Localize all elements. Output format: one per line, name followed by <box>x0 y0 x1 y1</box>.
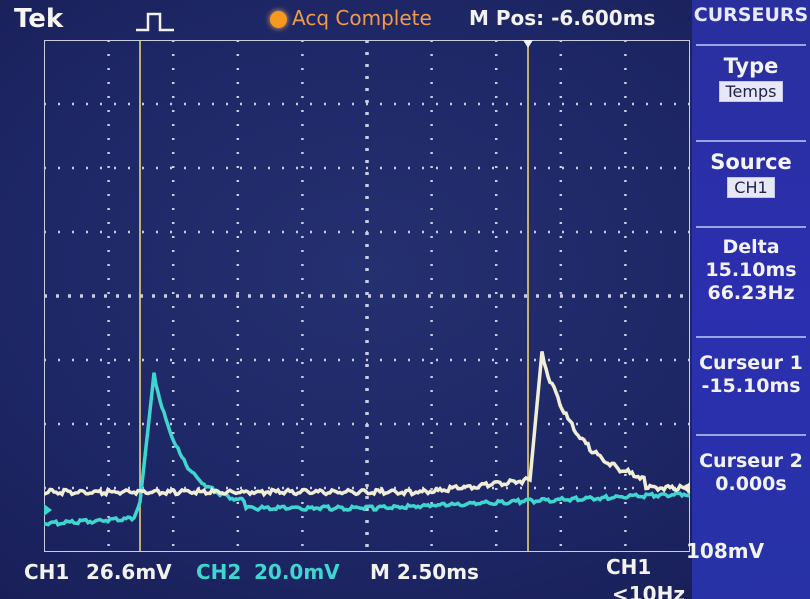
trigger-level: 108mV <box>686 539 765 563</box>
cursor-2-label: Curseur 2 <box>699 450 803 472</box>
ground-marker-icon <box>44 504 52 516</box>
menu-title: CURSEURS <box>693 4 809 26</box>
acq-dot-icon <box>270 11 287 28</box>
trigger-level-icon <box>682 482 690 494</box>
type-value: Temps <box>718 81 784 102</box>
delta-frequency: 66.23Hz <box>707 282 795 304</box>
timebase: M 2.50ms <box>370 560 479 584</box>
cursor-1-button[interactable]: Curseur 1 -15.10ms <box>696 336 806 428</box>
readout-bar: CH1 26.6mV CH2 20.0mV M 2.50ms CH1 108mV… <box>0 539 764 599</box>
horizontal-position: M Pos: -6.600ms <box>469 6 656 30</box>
ch1-label: CH1 <box>24 560 70 584</box>
ch1-scale: 26.6mV <box>86 560 172 584</box>
source-value: CH1 <box>727 177 775 198</box>
delta-label: Delta <box>722 236 780 258</box>
trigger-frequency: <10Hz <box>612 582 685 599</box>
source-label: Source <box>710 150 792 174</box>
pulse-icon <box>136 12 174 32</box>
cursor-2-value: 0.000s <box>715 473 787 495</box>
acquisition-status: Acq Complete <box>292 6 432 30</box>
source-button[interactable]: Source CH1 <box>696 140 806 222</box>
type-button[interactable]: Type Temps <box>696 44 806 130</box>
graticule-grid <box>44 40 690 552</box>
waveform-display <box>44 40 690 552</box>
ch2-label: CH2 <box>196 560 242 584</box>
delta-time: 15.10ms <box>705 259 797 281</box>
cursor-2-button[interactable]: Curseur 2 0.000s <box>696 434 806 536</box>
trigger-arrow-icon <box>523 40 533 48</box>
cursor-1-value: -15.10ms <box>701 375 801 397</box>
delta-readout: Delta 15.10ms 66.23Hz <box>696 226 806 328</box>
ch2-waveform <box>44 372 690 528</box>
brand-label: Tek <box>14 4 64 34</box>
trigger-source: CH1 <box>606 555 652 579</box>
ch1-waveform <box>44 351 690 498</box>
cursor-menu: CURSEURS Type Temps Source CH1 Delta 15.… <box>692 0 810 599</box>
cursor-1-label: Curseur 1 <box>699 352 803 374</box>
status-bar: Tek Acq Complete M Pos: -6.600ms <box>0 0 690 40</box>
type-label: Type <box>723 54 779 78</box>
ch2-scale: 20.0mV <box>254 560 340 584</box>
